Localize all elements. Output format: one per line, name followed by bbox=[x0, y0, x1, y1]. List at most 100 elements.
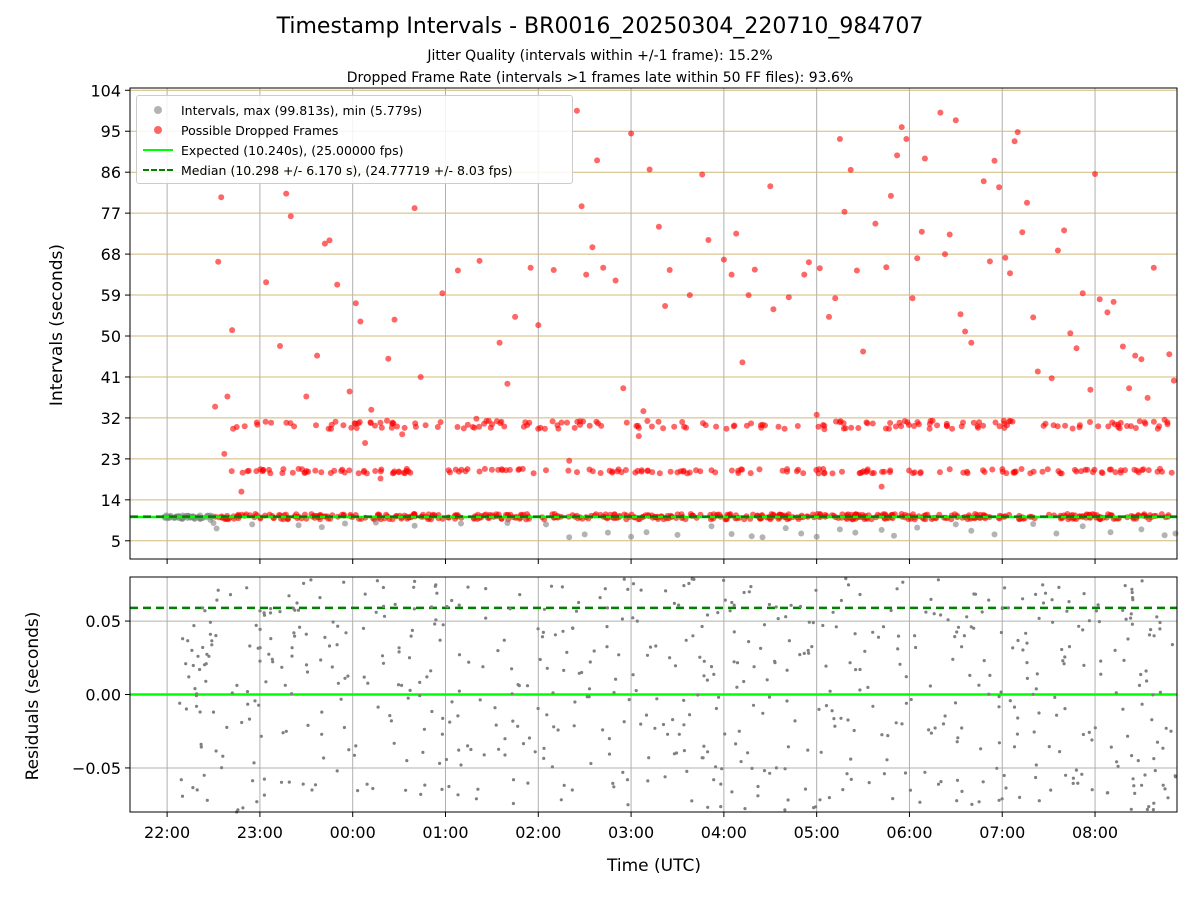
dropped-frame-point bbox=[1096, 296, 1103, 303]
residual-point bbox=[625, 778, 630, 782]
residual-point bbox=[895, 587, 899, 591]
residual-point bbox=[418, 694, 422, 698]
dropped-frame-point bbox=[462, 468, 469, 475]
interval-point bbox=[852, 529, 859, 536]
band-point bbox=[346, 467, 353, 474]
residual-point bbox=[734, 742, 738, 746]
dropped-frame-point bbox=[733, 230, 740, 237]
band-point bbox=[524, 422, 531, 429]
dropped-frame-point bbox=[909, 295, 916, 302]
residual-point bbox=[824, 704, 829, 708]
residual-point bbox=[603, 587, 607, 591]
residual-point bbox=[908, 788, 913, 792]
residual-point bbox=[194, 704, 199, 708]
residual-point bbox=[1161, 746, 1165, 750]
band-point bbox=[389, 420, 396, 427]
band-point bbox=[1087, 419, 1093, 425]
residual-point bbox=[392, 741, 396, 745]
residual-point bbox=[550, 765, 555, 769]
dropped-frame-point bbox=[1166, 351, 1173, 358]
residual-point bbox=[866, 685, 870, 690]
residual-point bbox=[496, 649, 500, 653]
band-point bbox=[958, 423, 965, 430]
residual-point bbox=[898, 662, 902, 666]
band-point bbox=[667, 468, 674, 475]
dropped-frame-point bbox=[377, 475, 384, 482]
residual-point bbox=[438, 638, 442, 642]
interval-point bbox=[604, 529, 611, 536]
dropped-frame-point bbox=[1030, 314, 1037, 321]
residual-point bbox=[774, 605, 778, 609]
residual-point bbox=[929, 597, 933, 602]
band-point bbox=[586, 422, 593, 429]
residual-point bbox=[295, 601, 299, 605]
residual-point bbox=[756, 784, 760, 789]
band-point bbox=[253, 468, 260, 475]
band-point bbox=[1071, 466, 1078, 473]
dropped-frame-point bbox=[666, 267, 673, 273]
band-point bbox=[869, 420, 876, 427]
band-point bbox=[598, 422, 605, 429]
residual-point bbox=[418, 680, 422, 685]
dropped-frame-point bbox=[952, 117, 959, 124]
band-point bbox=[644, 418, 651, 424]
band-point bbox=[723, 425, 730, 432]
residual-point bbox=[298, 625, 302, 629]
residual-point bbox=[785, 668, 789, 672]
residual-point bbox=[1163, 787, 1167, 791]
residual-point bbox=[702, 744, 706, 748]
band-point bbox=[266, 466, 272, 473]
band-point bbox=[1030, 468, 1037, 475]
residual-point bbox=[743, 807, 747, 811]
residual-point bbox=[601, 728, 605, 732]
band-point bbox=[683, 424, 690, 431]
band-point bbox=[1001, 420, 1008, 427]
residual-point bbox=[478, 698, 482, 702]
residual-point bbox=[309, 578, 313, 582]
residual-point bbox=[482, 753, 486, 757]
residual-point bbox=[977, 683, 981, 687]
residual-point bbox=[773, 661, 777, 665]
residual-point bbox=[999, 690, 1003, 694]
dropped-frame-point bbox=[946, 231, 953, 238]
residual-point bbox=[1093, 726, 1097, 730]
residual-point bbox=[819, 750, 823, 754]
residual-point bbox=[342, 580, 346, 584]
x-tick-label: 07:00 bbox=[979, 823, 1025, 842]
residual-point bbox=[1025, 676, 1029, 681]
residual-point bbox=[943, 714, 947, 718]
dropped-frame-point bbox=[362, 440, 369, 446]
dropped-frame-point bbox=[434, 424, 441, 430]
residual-point bbox=[1130, 754, 1134, 758]
residual-point bbox=[767, 695, 772, 699]
dropped-frame-point bbox=[1067, 330, 1074, 337]
residual-point bbox=[561, 629, 565, 633]
residual-point bbox=[423, 783, 427, 787]
band-point bbox=[476, 423, 483, 430]
interval-point bbox=[728, 531, 735, 537]
residual-point bbox=[767, 602, 772, 607]
residual-point bbox=[245, 690, 250, 694]
dropped-frame-point bbox=[914, 255, 921, 262]
residual-point bbox=[184, 662, 188, 666]
residual-point bbox=[1140, 702, 1144, 706]
residual-point bbox=[278, 610, 282, 614]
residual-point bbox=[201, 645, 205, 650]
residual-point bbox=[214, 749, 218, 753]
dropped-frame-point bbox=[417, 374, 424, 380]
residual-point bbox=[682, 749, 687, 753]
dropped-frame-point bbox=[445, 467, 452, 474]
residual-point bbox=[705, 678, 710, 682]
dropped-frame-point bbox=[224, 393, 231, 400]
residual-point bbox=[319, 658, 323, 662]
bottom-y-tick-label: 0.05 bbox=[85, 612, 121, 631]
residual-point bbox=[995, 766, 999, 770]
residual-point bbox=[406, 696, 410, 700]
dropped-frame-point bbox=[391, 316, 398, 323]
residual-point bbox=[354, 744, 358, 748]
residual-point bbox=[735, 685, 739, 689]
residual-point bbox=[858, 688, 862, 692]
residual-point bbox=[396, 683, 401, 687]
residual-point bbox=[803, 787, 808, 791]
